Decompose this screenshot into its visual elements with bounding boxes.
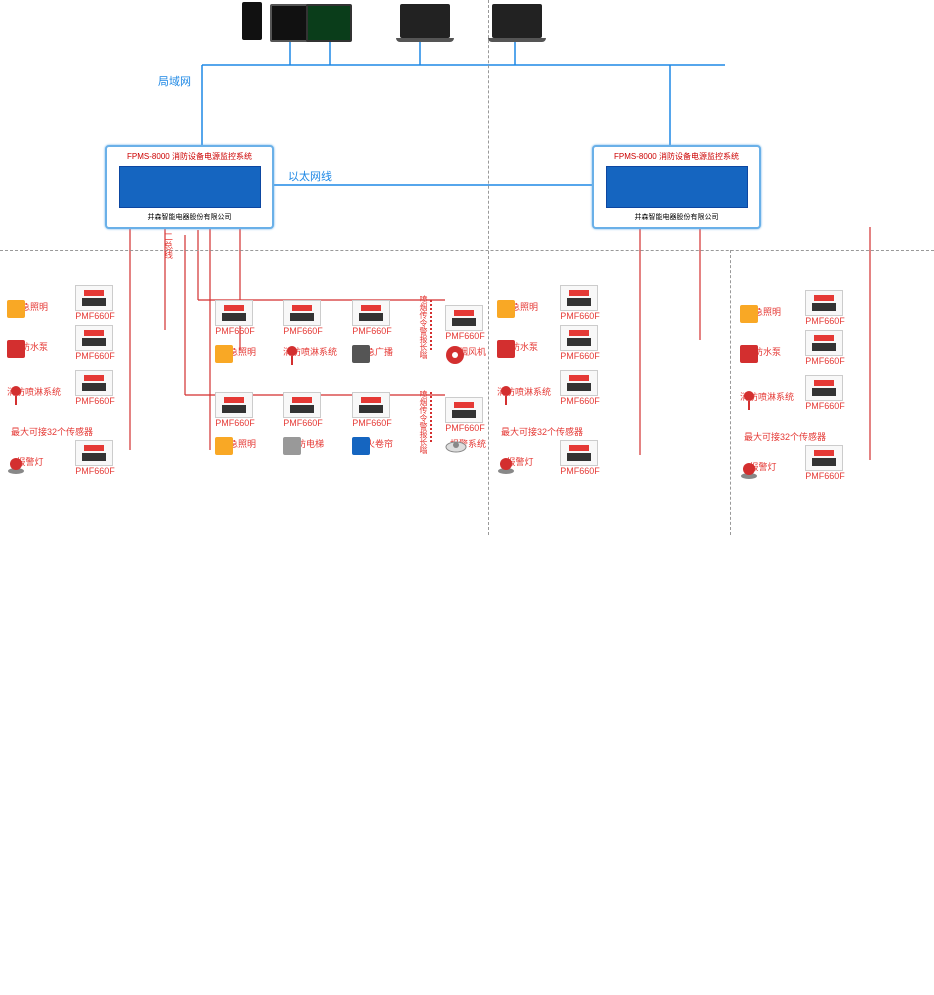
pmf-module: PMF660F [805,375,845,411]
pmf-module: PMF660F [215,392,255,428]
bus2-label: 二总线 [162,232,175,259]
pmf-label: PMF660F [560,311,600,321]
device-label: 最大可接32个传感器 [497,425,587,438]
divider [0,250,934,251]
pmf-module: PMF660F [560,440,600,476]
pmf-module: PMF660F [75,325,115,361]
dotted-connector [430,300,432,350]
panel-title: FPMS-8000 消防设备电源监控系统 [614,151,739,162]
device-label: 消防水泵 [740,345,786,358]
device-label: 最大可接32个传感器 [7,425,97,438]
device-sprinkler: 消防喷淋系统 [7,385,53,398]
pmf-label: PMF660F [75,466,115,476]
pmf-module: PMF660F [805,330,845,366]
device-alarm: 报警灯 [740,460,786,473]
device-label: 应急照明 [7,300,53,313]
device-label: 消防水泵 [7,340,53,353]
lan-label: 局域网 [158,76,191,88]
tower-icon [242,2,262,40]
vertical-warning: 喷烟传令警报长嗡 [418,390,429,454]
device-alarm: 报警灯 [497,455,543,468]
device-elevator: 消防电梯 [283,437,329,450]
pmf-label: PMF660F [75,351,115,361]
panel-screen [606,166,748,208]
device-label: 应急照明 [215,437,261,450]
device-label: 报警灯 [497,455,543,468]
divider [730,250,731,535]
pmf-module: PMF660F [560,370,600,406]
laptop-icon [492,4,542,38]
monitor-panel: FPMS-8000 消防设备电源监控系统 井森智能电器股份有限公司 [592,145,761,229]
pmf-module: PMF660F [352,392,392,428]
device-label: 消防喷淋系统 [740,390,786,403]
board-icon [306,4,352,42]
device-pump: 消防水泵 [740,345,786,358]
pmf-module: PMF660F [75,370,115,406]
pmf-label: PMF660F [560,466,600,476]
device-label: 消防喷淋系统 [7,385,53,398]
pmf-label: PMF660F [805,401,845,411]
pmf-label: PMF660F [215,326,255,336]
pmf-module: PMF660F [560,325,600,361]
device-label: 应急广播 [352,345,398,358]
panel-footer: 井森智能电器股份有限公司 [635,212,719,222]
pmf-module: PMF660F [352,300,392,336]
pmf-label: PMF660F [283,418,323,428]
pmf-module: PMF660F [805,290,845,326]
pmf-label: PMF660F [352,418,392,428]
pmf-label: PMF660F [215,418,255,428]
device-label: 应急照明 [740,305,786,318]
device-label: 消防喷淋系统 [283,345,329,358]
device-sprinkler: 消防喷淋系统 [740,390,786,403]
pmf-label: PMF660F [75,396,115,406]
device-pump: 消防水泵 [7,340,53,353]
device-speaker: 应急广播 [352,345,398,358]
device-light: 应急照明 [7,300,53,313]
panel-title: FPMS-8000 消防设备电源监控系统 [127,151,252,162]
panel-footer: 井森智能电器股份有限公司 [148,212,232,222]
pmf-label: PMF660F [352,326,392,336]
pmf-label: PMF660F [560,396,600,406]
pmf-module: PMF660F [805,445,845,481]
pmf-module: PMF660F [283,392,323,428]
pmf-label: PMF660F [805,316,845,326]
device-alarm: 报警灯 [7,455,53,468]
device-label: 消防电梯 [283,437,329,450]
device-label: 应急照明 [215,345,261,358]
laptop-icon [400,4,450,38]
device-label: 报警灯 [7,455,53,468]
device-text: 最大可接32个传感器 [497,425,587,438]
pmf-module: PMF660F [215,300,255,336]
ethernet-label: 以太网线 [288,171,332,183]
pmf-label: PMF660F [560,351,600,361]
device-sprinkler: 消防喷淋系统 [283,345,329,358]
vertical-warning: 喷烟传令警报长嗡 [418,295,429,359]
device-light: 应急照明 [215,345,261,358]
pmf-label: PMF660F [283,326,323,336]
pmf-label: PMF660F [75,311,115,321]
device-light: 应急照明 [215,437,261,450]
pmf-module: PMF660F [75,440,115,476]
pmf-label: PMF660F [805,356,845,366]
dotted-connector [430,392,432,442]
pmf-label: PMF660F [805,471,845,481]
device-text: 最大可接32个传感器 [7,425,97,438]
pmf-module: PMF660F [75,285,115,321]
device-label: 最大可接32个传感器 [740,430,830,443]
device-text: 最大可接32个传感器 [740,430,830,443]
pmf-module: PMF660F [283,300,323,336]
device-curtain: 防火卷帘 [352,437,398,450]
device-light: 应急照明 [740,305,786,318]
pmf-module: PMF660F [560,285,600,321]
device-label: 防火卷帘 [352,437,398,450]
panel-screen [119,166,261,208]
device-label: 报警灯 [740,460,786,473]
monitor-panel: FPMS-8000 消防设备电源监控系统 井森智能电器股份有限公司 [105,145,274,229]
